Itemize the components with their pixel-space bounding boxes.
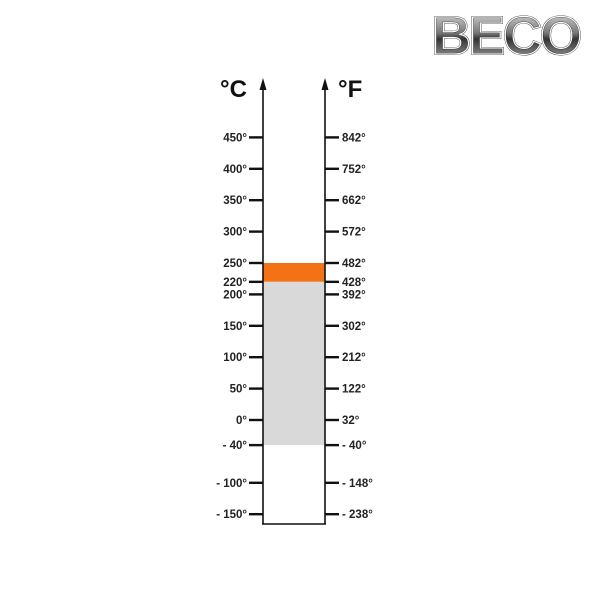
fahrenheit-tick-label: 122° [342,384,366,396]
fahrenheit-tick-label: 662° [342,195,366,207]
fahrenheit-tick-label: 302° [342,321,366,333]
celsius-arrow-icon [259,78,267,90]
celsius-tick-label: 250° [223,258,247,270]
celsius-tick-label: 50° [230,384,248,396]
celsius-unit-label: °C [220,76,247,103]
celsius-tick-label: 200° [223,289,247,301]
temperature-range-band [263,263,325,282]
fahrenheit-tick-label: - 148° [342,478,373,490]
fahrenheit-tick-label: 428° [342,277,366,289]
fahrenheit-tick-label: 392° [342,289,366,301]
celsius-tick-label: 400° [223,164,247,176]
celsius-tick-label: 300° [223,227,247,239]
fahrenheit-tick-label: - 238° [342,509,373,521]
fahrenheit-tick-label: - 40° [342,440,367,452]
fahrenheit-unit-label: °F [338,76,362,103]
fahrenheit-arrow-icon [321,78,329,90]
celsius-tick-label: - 150° [216,509,247,521]
svg-text:BECO: BECO [432,6,580,62]
celsius-tick-label: 450° [223,132,247,144]
temperature-range-band [263,281,325,446]
beco-logo: BECO BECO [431,6,583,62]
celsius-tick-label: 150° [223,321,247,333]
fahrenheit-tick-label: 212° [342,352,366,364]
fahrenheit-tick-label: 572° [342,227,366,239]
celsius-tick-label: - 100° [216,478,247,490]
fahrenheit-tick-label: 32° [342,415,360,427]
fahrenheit-tick-label: 482° [342,258,366,270]
celsius-tick-label: 350° [223,195,247,207]
svg-text:BECO: BECO [432,6,580,62]
celsius-tick-label: 0° [236,415,247,427]
celsius-tick-label: - 40° [223,440,248,452]
fahrenheit-tick-label: 842° [342,132,366,144]
fahrenheit-tick-label: 752° [342,164,366,176]
celsius-tick-label: 100° [223,352,247,364]
celsius-tick-label: 220° [223,277,247,289]
